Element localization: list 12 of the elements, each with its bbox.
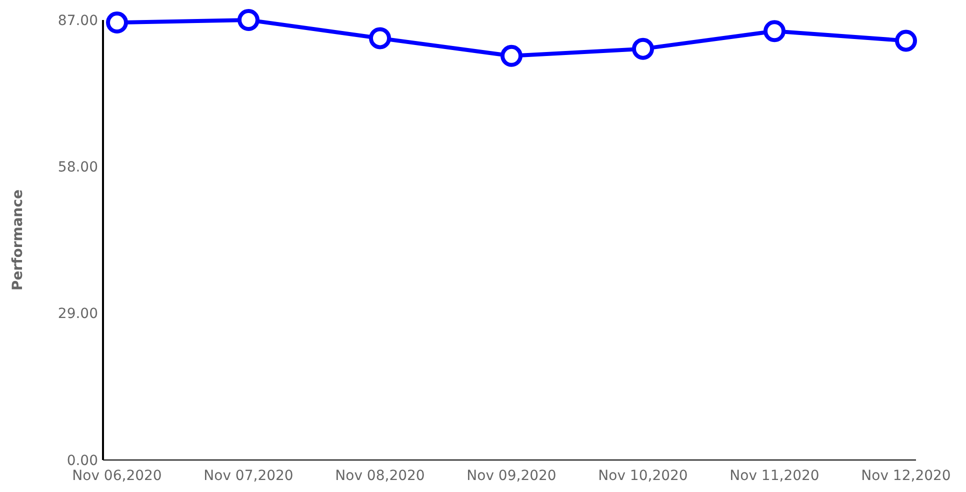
x-tick-label: Nov 12,2020: [861, 468, 951, 484]
y-tick-label: 58.00: [58, 160, 98, 176]
y-tick-label: 0.00: [66, 452, 98, 469]
x-tick-label: Nov 08,2020: [335, 468, 425, 484]
x-tick-label: Nov 06,2020: [72, 468, 162, 484]
y-tick-label: 87.00: [58, 12, 98, 29]
y-tick-label: 29.00: [58, 306, 98, 322]
x-tick-label: Nov 07,2020: [204, 468, 294, 484]
x-tick-label: Nov 09,2020: [466, 468, 556, 484]
y-axis-title: Performance: [10, 189, 26, 291]
x-tick-label: Nov 10,2020: [598, 468, 688, 484]
x-tick-label: Nov 11,2020: [730, 468, 820, 484]
